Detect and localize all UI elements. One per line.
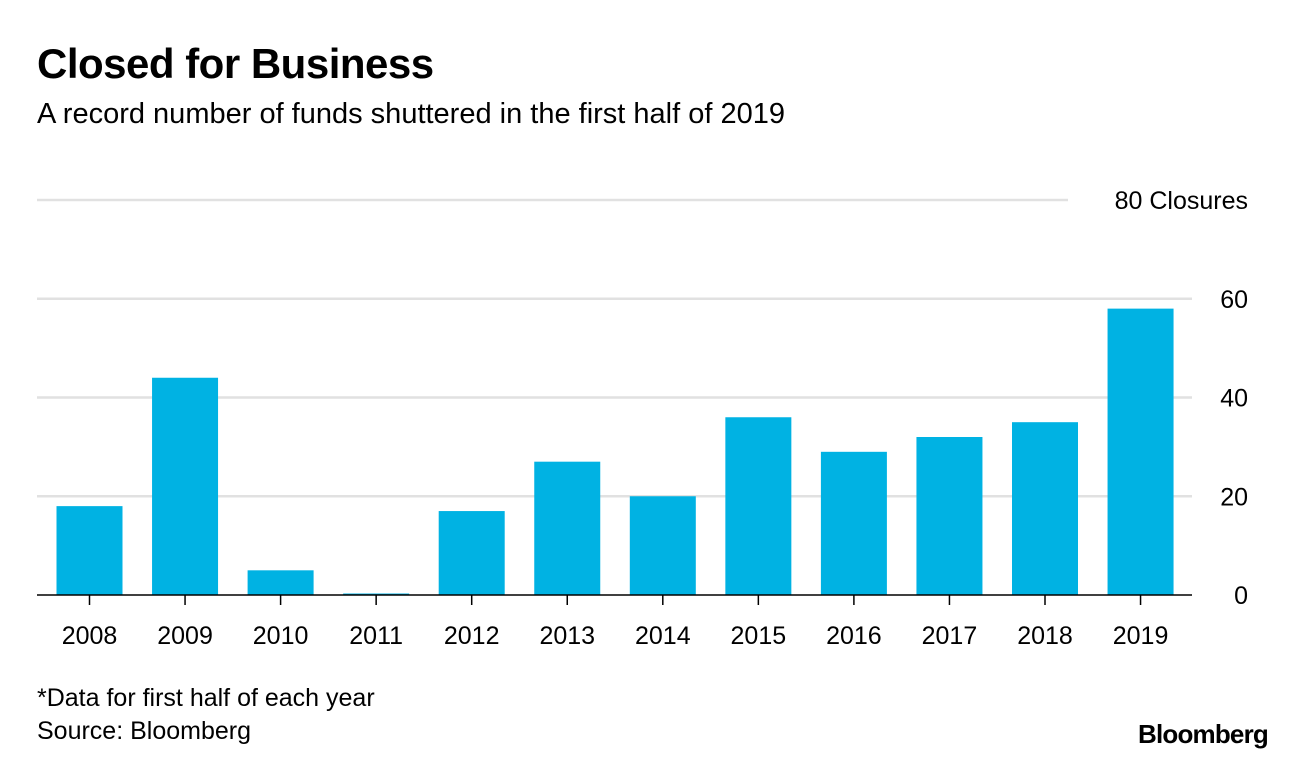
y-tick-label-40: 40 [1220, 385, 1248, 413]
x-tick-label-2009: 2009 [157, 622, 213, 650]
bar-2013 [534, 461, 601, 595]
x-tick-label-2017: 2017 [922, 622, 978, 650]
x-tick-label-2016: 2016 [826, 622, 882, 650]
footnote: *Data for first half of each year [37, 684, 375, 712]
x-tick-label-2015: 2015 [731, 622, 787, 650]
x-tick-label-2019: 2019 [1113, 622, 1169, 650]
y-tick-label-80: 80 Closures [1115, 187, 1248, 215]
bar-2008 [56, 506, 123, 595]
bar-2018 [1012, 422, 1078, 595]
x-tick-label-2011: 2011 [349, 622, 403, 650]
chart-subtitle: A record number of funds shuttered in th… [37, 98, 785, 130]
bloomberg-logo: Bloomberg [1137, 719, 1269, 749]
bars [56, 308, 1174, 595]
bar-2015 [725, 417, 792, 595]
bar-2016 [820, 451, 887, 595]
y-tick-label-60: 60 [1220, 286, 1248, 314]
bar-2012 [438, 511, 505, 595]
x-tick-label-2012: 2012 [444, 622, 500, 650]
bar-2014 [629, 496, 696, 595]
bar-2017 [916, 437, 983, 595]
x-tick-label-2014: 2014 [635, 622, 691, 650]
y-tick-labels: 0 20 40 60 80 Closures [1115, 187, 1248, 610]
bar-2010 [247, 570, 314, 595]
y-tick-label-0: 0 [1234, 582, 1248, 610]
x-tick-label-2013: 2013 [539, 622, 595, 650]
x-tick-label-2010: 2010 [253, 622, 309, 650]
bar-2009 [152, 377, 219, 595]
source-note: Source: Bloomberg [37, 717, 252, 745]
x-tick-labels: 2008 2009 2010 2011 2012 2013 2014 2015 2016 2017… [62, 622, 1169, 650]
gridlines [37, 198, 1192, 498]
x-axis [37, 594, 1192, 605]
x-tick-label-2008: 2008 [62, 622, 118, 650]
x-tick-label-2018: 2018 [1017, 622, 1073, 650]
bar-2019 [1107, 308, 1174, 595]
chart-title: Closed for Business [37, 40, 434, 87]
y-tick-label-20: 20 [1220, 483, 1248, 511]
